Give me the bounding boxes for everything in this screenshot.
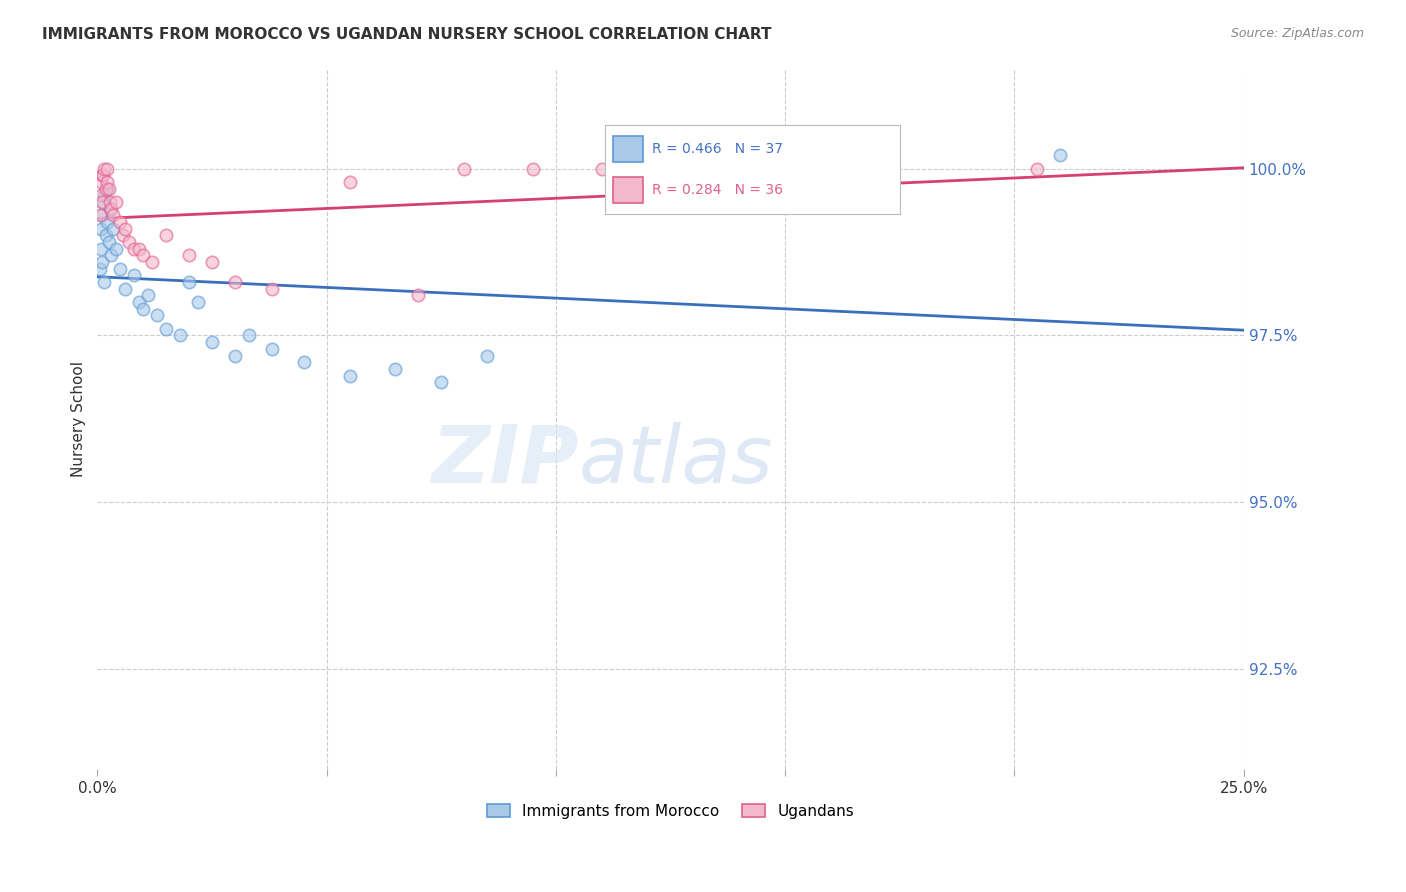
Point: [339, 368, 361, 383]
Point: [1049, 148, 1071, 162]
Text: atlas: atlas: [579, 422, 773, 500]
Point: [90, 242, 112, 256]
Point: [339, 175, 361, 189]
Text: IMMIGRANTS FROM MOROCCO VS UGANDAN NURSERY SCHOOL CORRELATION CHART: IMMIGRANTS FROM MOROCCO VS UGANDAN NURSE…: [42, 27, 772, 42]
Point: [475, 349, 498, 363]
Point: [103, 221, 125, 235]
Point: [91, 194, 114, 209]
Point: [97, 235, 120, 249]
Point: [89, 208, 111, 222]
Point: [111, 228, 134, 243]
Point: [97, 181, 120, 195]
Point: [94, 181, 117, 195]
Point: [238, 328, 260, 343]
Point: [1026, 161, 1049, 176]
Point: [96, 175, 118, 189]
Point: [96, 161, 118, 176]
Point: [93, 275, 115, 289]
Bar: [613, 136, 643, 162]
Point: [94, 228, 117, 243]
Point: [522, 161, 544, 176]
Point: [122, 242, 145, 256]
Point: [201, 255, 224, 269]
Point: [103, 208, 125, 222]
Y-axis label: Nursery School: Nursery School: [72, 361, 86, 477]
Point: [384, 362, 406, 376]
Point: [292, 355, 315, 369]
Bar: [613, 177, 643, 203]
Point: [96, 181, 118, 195]
Point: [98, 202, 121, 216]
Point: [260, 342, 283, 356]
Point: [91, 208, 114, 222]
Point: [177, 248, 200, 262]
Point: [169, 328, 191, 343]
Point: [682, 161, 704, 176]
Point: [132, 248, 155, 262]
Point: [110, 261, 132, 276]
Point: [114, 221, 136, 235]
Point: [155, 228, 177, 243]
Point: [122, 268, 145, 283]
Point: [104, 242, 127, 256]
Point: [91, 255, 114, 269]
Point: [100, 202, 122, 216]
Point: [91, 169, 114, 183]
Point: [141, 255, 163, 269]
Point: [96, 215, 118, 229]
Point: [114, 282, 136, 296]
Point: [91, 194, 114, 209]
Point: [155, 322, 177, 336]
Point: [146, 309, 169, 323]
Text: R = 0.466   N = 37: R = 0.466 N = 37: [652, 142, 783, 156]
Point: [591, 161, 613, 176]
Point: [224, 275, 246, 289]
Point: [93, 161, 115, 176]
Point: [110, 215, 132, 229]
Point: [453, 161, 475, 176]
Point: [408, 288, 430, 302]
Point: [260, 282, 283, 296]
Point: [430, 375, 453, 389]
Point: [128, 242, 150, 256]
Point: [177, 275, 200, 289]
Point: [751, 181, 773, 195]
Point: [98, 194, 121, 209]
Point: [89, 261, 111, 276]
Point: [224, 349, 246, 363]
Point: [132, 301, 155, 316]
Point: [128, 295, 150, 310]
Point: [136, 288, 159, 302]
Point: [104, 194, 127, 209]
Point: [90, 221, 112, 235]
Point: [91, 169, 114, 183]
Point: [201, 335, 224, 350]
Legend: Immigrants from Morocco, Ugandans: Immigrants from Morocco, Ugandans: [481, 797, 860, 825]
Point: [90, 188, 112, 202]
Text: ZIP: ZIP: [432, 422, 579, 500]
Point: [93, 188, 115, 202]
Text: R = 0.284   N = 36: R = 0.284 N = 36: [652, 183, 783, 197]
Point: [100, 248, 122, 262]
Text: Source: ZipAtlas.com: Source: ZipAtlas.com: [1230, 27, 1364, 40]
Point: [118, 235, 141, 249]
Point: [187, 295, 209, 310]
Point: [90, 175, 112, 189]
